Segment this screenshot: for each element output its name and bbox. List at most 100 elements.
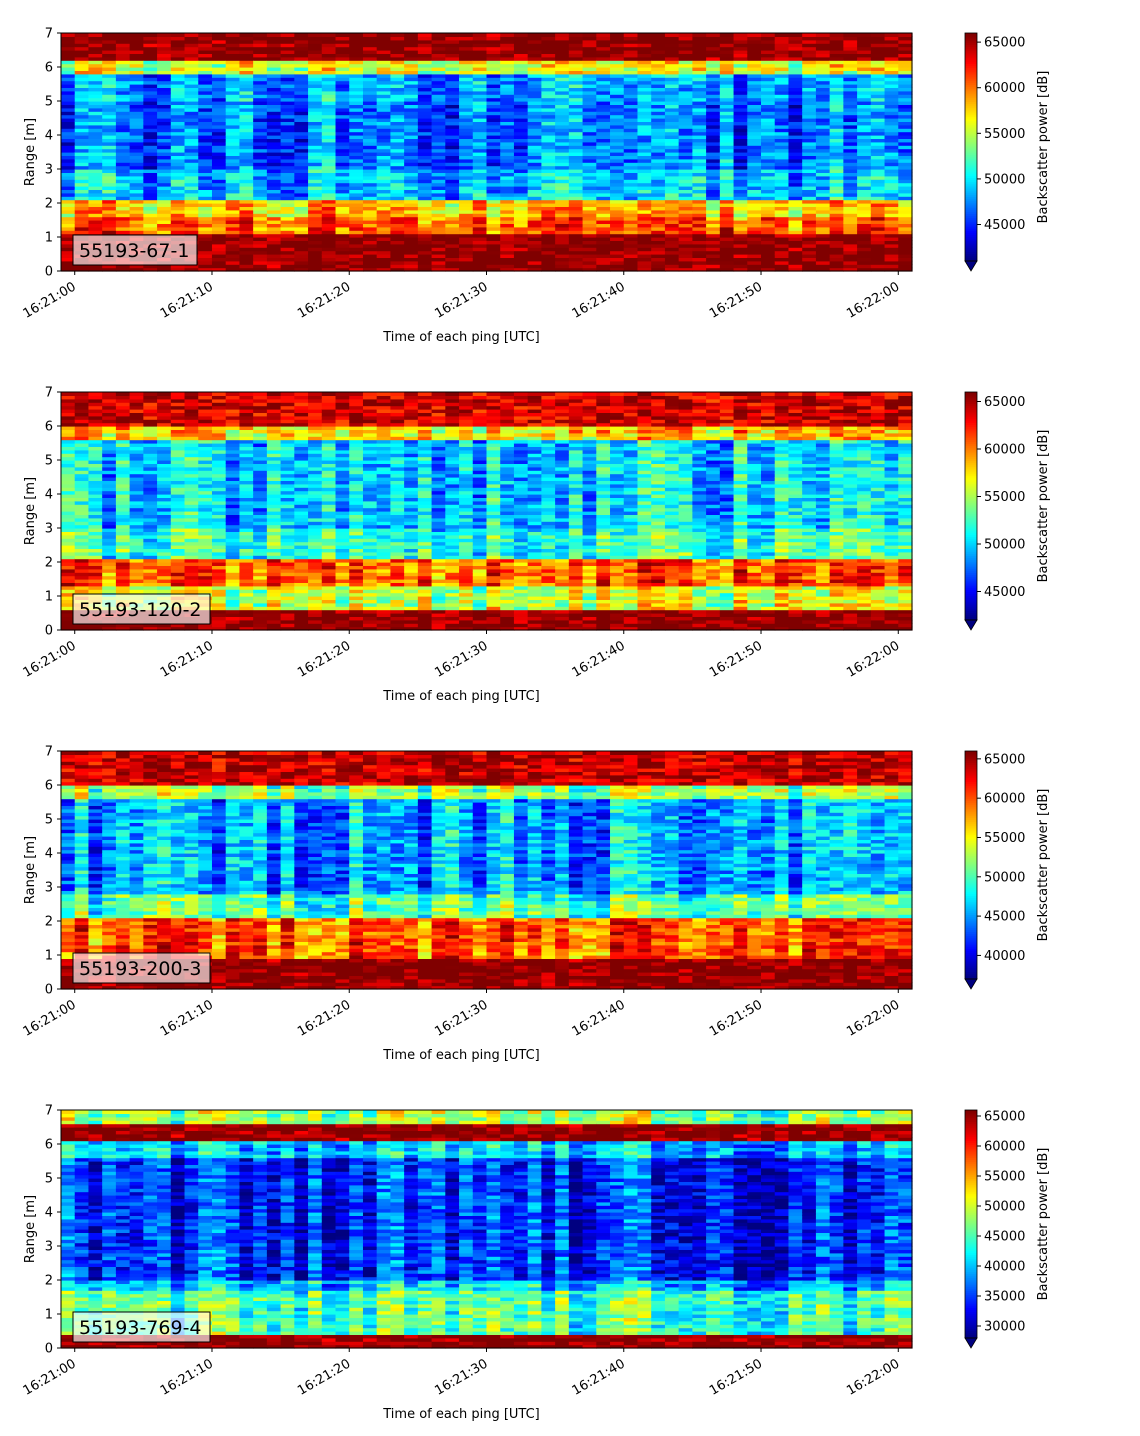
heatmap-cell [417, 50, 433, 54]
heatmap-cell [321, 145, 337, 150]
heatmap-cell [88, 226, 103, 231]
heatmap-cell [692, 97, 707, 102]
heatmap-cell [362, 80, 378, 85]
heatmap-cell [500, 220, 515, 224]
heatmap-cell [500, 131, 515, 136]
heatmap-cell [61, 223, 76, 228]
heatmap-cell [308, 80, 323, 85]
heatmap-cell [362, 90, 378, 95]
heatmap-cell [294, 162, 309, 167]
heatmap-cell [157, 114, 172, 119]
heatmap-cell [898, 141, 913, 146]
heatmap-cell [692, 233, 707, 238]
heatmap-cell [857, 33, 872, 37]
heatmap-cell [417, 70, 433, 75]
heatmap-cell [747, 237, 762, 241]
heatmap-cell [253, 189, 268, 194]
heatmap-cell [664, 233, 680, 238]
heatmap-cell [294, 155, 309, 160]
heatmap-cell [486, 155, 501, 160]
heatmap-cell [294, 101, 309, 105]
heatmap-cell [431, 162, 446, 167]
heatmap-cell [349, 155, 364, 160]
heatmap-cell [857, 192, 872, 197]
heatmap-cell [596, 145, 611, 150]
heatmap-cell [541, 145, 556, 150]
heatmap-cell [582, 60, 597, 65]
heatmap-cell [102, 155, 117, 160]
heatmap-cell [747, 223, 762, 228]
heatmap-cell [225, 152, 241, 156]
heatmap-cell [706, 175, 721, 180]
heatmap-cell [211, 70, 227, 75]
heatmap-cell [445, 179, 460, 184]
heatmap-cell [170, 111, 186, 116]
heatmap-cell [637, 114, 652, 119]
heatmap-cell [211, 230, 227, 235]
heatmap-cell [74, 70, 90, 75]
heatmap-cell [280, 247, 295, 252]
heatmap-cell [692, 264, 707, 269]
heatmap-cell [568, 90, 584, 95]
heatmap-cell [733, 162, 748, 167]
heatmap-cell [692, 101, 707, 105]
heatmap-cell [596, 77, 611, 82]
heatmap-cell [719, 141, 735, 146]
heatmap-cell [555, 182, 570, 187]
heatmap-cell [857, 250, 872, 255]
heatmap-cell [404, 121, 419, 126]
heatmap-cell [321, 240, 337, 245]
heatmap-cell [527, 152, 543, 156]
heatmap-cell [143, 186, 158, 190]
heatmap-cell [61, 33, 76, 37]
heatmap-cell [829, 226, 844, 231]
heatmap-cell [445, 121, 460, 126]
heatmap-cell [129, 121, 144, 126]
heatmap-cell [170, 36, 186, 41]
heatmap-cell [129, 145, 144, 150]
heatmap-cell [664, 237, 680, 241]
heatmap-cell [610, 206, 625, 211]
heatmap-cell [184, 80, 199, 85]
heatmap-cell [417, 135, 433, 139]
heatmap-cell [211, 90, 227, 95]
heatmap-cell [294, 67, 309, 71]
heatmap-cell [555, 111, 570, 116]
heatmap-cell [170, 94, 186, 99]
heatmap-cell [555, 138, 570, 143]
heatmap-cell [115, 121, 131, 126]
heatmap-cell [102, 124, 117, 129]
heatmap-cell [527, 43, 543, 48]
heatmap-cell [321, 94, 337, 99]
heatmap-cell [376, 107, 392, 112]
heatmap-cell [143, 121, 158, 126]
heatmap-cell [253, 254, 268, 258]
heatmap-cell [898, 148, 913, 153]
heatmap-cell [115, 182, 131, 187]
heatmap-cell [500, 186, 515, 190]
heatmap-cell [527, 67, 543, 71]
heatmap-cell [486, 77, 501, 82]
heatmap-cell [266, 186, 282, 190]
heatmap-cell [719, 121, 735, 126]
heatmap-cell [253, 131, 268, 136]
heatmap-cell [266, 70, 282, 75]
heatmap-cell [692, 203, 707, 207]
heatmap-cell [678, 175, 693, 180]
heatmap-cell [623, 220, 639, 224]
heatmap-cell [266, 230, 282, 235]
heatmap-cell [774, 141, 790, 146]
heatmap-cell [61, 84, 76, 88]
heatmap-cell [266, 189, 282, 194]
heatmap-cell [431, 264, 446, 269]
heatmap-cell [486, 145, 501, 150]
heatmap-cell [88, 213, 103, 218]
heatmap-cell [321, 104, 337, 109]
heatmap-cell [211, 124, 227, 129]
heatmap-cell [157, 60, 172, 65]
heatmap-cell [431, 189, 446, 194]
heatmap-cell [102, 165, 117, 170]
heatmap-cell [308, 60, 323, 65]
heatmap-cell [115, 155, 131, 160]
heatmap-cell [294, 203, 309, 207]
